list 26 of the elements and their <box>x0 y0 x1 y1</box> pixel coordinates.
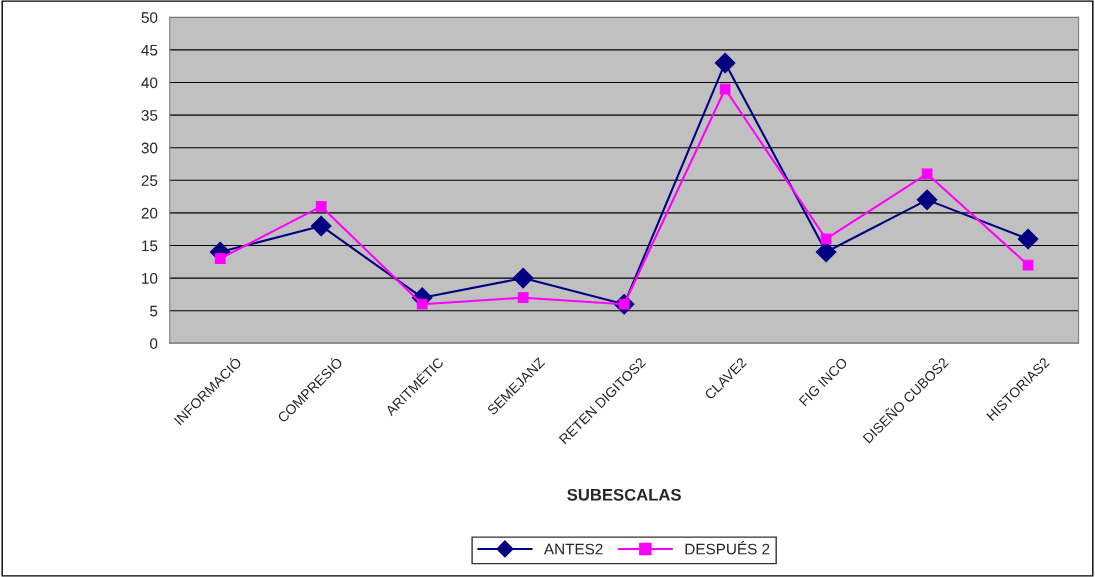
point <box>517 292 529 304</box>
y-tick-label: 45 <box>141 44 158 56</box>
point <box>714 52 736 74</box>
point <box>815 241 837 263</box>
point <box>315 201 327 212</box>
point <box>921 168 933 180</box>
y-tick-label: 50 <box>141 12 158 23</box>
x-axis-title: SUBESCALAS <box>567 488 681 501</box>
y-tick-label: 40 <box>141 77 158 89</box>
y-tick-label: 30 <box>141 142 158 154</box>
point <box>719 83 731 95</box>
point <box>1017 228 1039 250</box>
legend-label: ANTES2 <box>543 543 603 555</box>
y-tick-label: 5 <box>150 305 158 317</box>
y-tick-label: 0 <box>150 338 158 349</box>
point <box>916 189 938 211</box>
y-tick-label: 25 <box>141 175 158 186</box>
point <box>512 267 534 289</box>
point <box>214 253 226 264</box>
y-tick-label: 35 <box>141 109 158 121</box>
point <box>416 298 428 310</box>
y-tick-label: 15 <box>142 240 158 252</box>
legend-label: DESPUÉS 2 <box>685 541 770 555</box>
point <box>310 215 332 237</box>
y-tick-label: 20 <box>141 207 158 219</box>
y-tick-label: 10 <box>142 272 158 284</box>
